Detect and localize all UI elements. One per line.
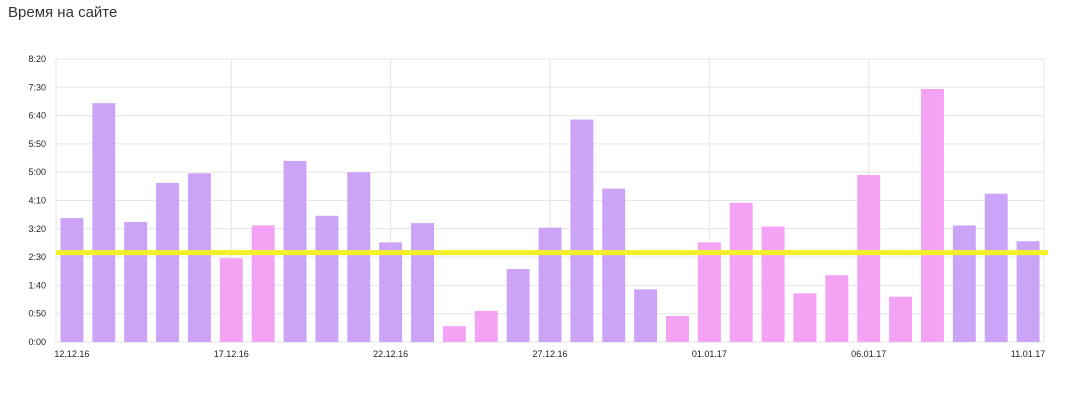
weekday-bar[interactable]	[538, 227, 562, 342]
weekday-bar[interactable]	[952, 225, 976, 342]
x-tick-label: 11.01.17	[1011, 349, 1045, 359]
x-axis-ticks: 12.12.16 17.12.16 22.12.16 27.12.16 01.01.17…	[54, 349, 1045, 359]
y-tick-label: 5:00	[28, 167, 46, 177]
weekend-bar[interactable]	[825, 275, 849, 342]
weekday-bar[interactable]	[411, 223, 434, 342]
weekday-bar[interactable]	[984, 193, 1008, 342]
y-tick-label: 7:30	[28, 82, 46, 92]
y-axis-ticks: 0:00 0:50 1:40 2:30 3:20 4:10 5:00 5:50 6:40 7:30…	[28, 54, 46, 347]
weekend-bar[interactable]	[697, 242, 721, 342]
chart-title: Время на сайте	[8, 4, 118, 21]
x-tick-label: 06.01.17	[851, 349, 886, 359]
y-tick-label: 0:00	[28, 337, 46, 347]
weekday-bar[interactable]	[124, 222, 148, 342]
y-tick-label: 1:40	[28, 280, 46, 290]
weekend-bar[interactable]	[793, 293, 817, 342]
weekend-bar[interactable]	[920, 88, 944, 342]
weekend-bar[interactable]	[889, 296, 913, 342]
y-tick-label: 2:30	[28, 252, 46, 262]
weekday-bar[interactable]	[570, 119, 594, 342]
y-tick-label: 5:50	[28, 139, 46, 149]
y-tick-label: 3:20	[28, 224, 46, 234]
x-tick-label: 27.12.16	[532, 349, 567, 359]
y-tick-label: 0:50	[28, 309, 46, 319]
weekday-bar[interactable]	[347, 172, 371, 342]
weekday-bar[interactable]	[92, 103, 116, 342]
weekday-bar[interactable]	[315, 215, 339, 342]
x-tick-label: 17.12.16	[214, 349, 249, 359]
weekend-bar[interactable]	[474, 310, 498, 342]
weekend-bar[interactable]	[729, 202, 753, 342]
weekend-bar[interactable]	[251, 225, 275, 342]
y-tick-label: 8:20	[28, 54, 46, 64]
x-tick-label: 12.12.16	[54, 349, 89, 359]
weekday-bar[interactable]	[187, 173, 211, 342]
y-tick-label: 6:40	[28, 111, 46, 121]
weekday-bar[interactable]	[60, 218, 84, 342]
y-tick-label: 4:10	[28, 196, 46, 206]
weekend-bar[interactable]	[857, 175, 881, 342]
weekend-bar[interactable]	[442, 326, 466, 342]
weekday-bar[interactable]	[506, 268, 530, 342]
x-tick-label: 01.01.17	[692, 349, 727, 359]
x-tick-label: 22.12.16	[373, 349, 408, 359]
weekday-bar[interactable]	[602, 188, 626, 342]
weekday-bar[interactable]	[634, 289, 658, 342]
weekday-bar[interactable]	[379, 242, 403, 342]
weekend-bar[interactable]	[666, 315, 689, 342]
weekday-bar[interactable]	[1016, 241, 1040, 342]
weekday-bar[interactable]	[156, 182, 180, 342]
weekend-bar[interactable]	[219, 258, 243, 342]
weekend-bar[interactable]	[761, 226, 785, 342]
